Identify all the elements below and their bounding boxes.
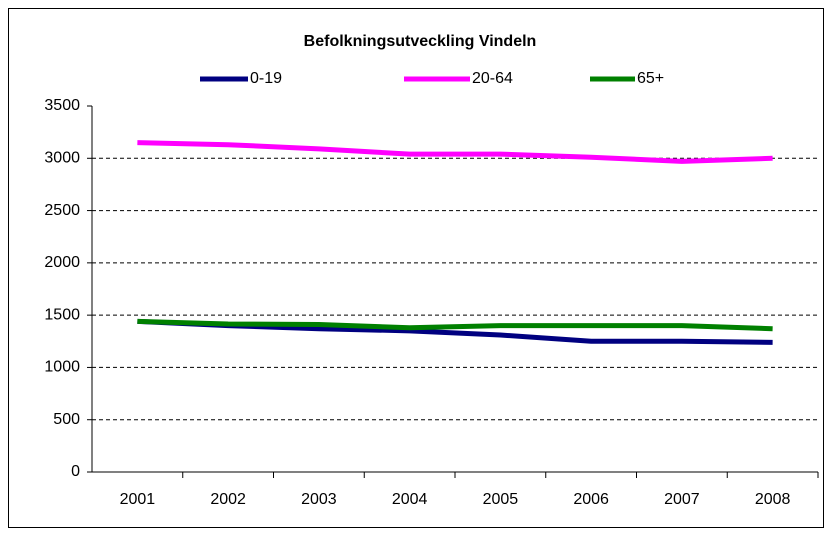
y-tick-label: 2000	[44, 254, 80, 271]
x-tick-label: 2006	[573, 491, 609, 508]
series-line	[137, 140, 773, 164]
y-tick-label: 0	[71, 463, 80, 480]
series-line	[137, 318, 773, 332]
chart-title: Befolkningsutveckling Vindeln	[304, 33, 537, 50]
y-tick-label: 500	[53, 411, 80, 428]
y-tick-label: 1000	[44, 359, 80, 376]
legend-label: 20-64	[472, 70, 513, 87]
chart-border	[8, 8, 824, 528]
legend-label: 0-19	[250, 70, 282, 87]
legend-label: 65+	[637, 70, 664, 87]
y-tick-label: 1500	[44, 306, 80, 323]
x-tick-label: 2004	[392, 491, 428, 508]
x-tick-label: 2007	[664, 491, 700, 508]
y-tick-label: 3000	[44, 150, 80, 167]
x-tick-label: 2005	[483, 491, 519, 508]
y-tick-label: 3500	[44, 97, 80, 114]
x-tick-label: 2002	[210, 491, 246, 508]
x-tick-label: 2003	[301, 491, 337, 508]
x-tick-label: 2001	[120, 491, 156, 508]
y-tick-label: 2500	[44, 202, 80, 219]
x-tick-label: 2008	[755, 491, 791, 508]
